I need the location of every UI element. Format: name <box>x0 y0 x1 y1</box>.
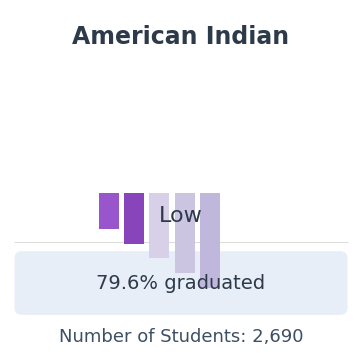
FancyBboxPatch shape <box>174 193 195 273</box>
FancyBboxPatch shape <box>149 193 169 258</box>
Text: Number of Students: 2,690: Number of Students: 2,690 <box>59 328 303 346</box>
FancyBboxPatch shape <box>98 193 118 229</box>
Text: 79.6% graduated: 79.6% graduated <box>96 273 266 293</box>
Text: American Indian: American Indian <box>72 25 290 50</box>
FancyBboxPatch shape <box>200 193 220 288</box>
Text: Low: Low <box>159 206 203 226</box>
FancyBboxPatch shape <box>14 251 348 315</box>
FancyBboxPatch shape <box>124 193 144 244</box>
